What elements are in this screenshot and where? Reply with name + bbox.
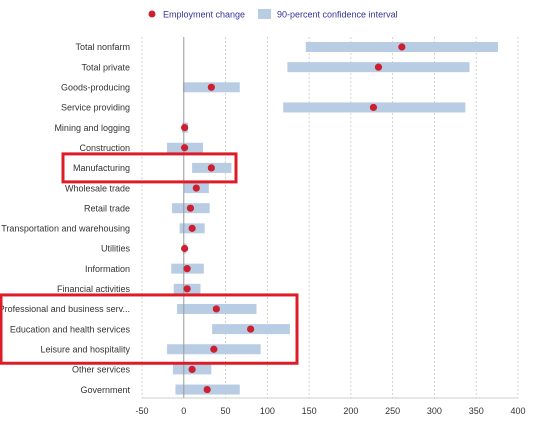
legend-interval-icon: [258, 9, 271, 19]
x-tick-label: 100: [260, 406, 275, 416]
point-transportation-and-warehousing: [188, 224, 196, 232]
point-professional-and-business-serv: [212, 305, 220, 313]
category-label-manufacturing: Manufacturing: [73, 163, 130, 173]
highlight-boxes: [0, 152, 299, 365]
point-service-providing: [369, 103, 378, 112]
highlight-box: [0, 293, 299, 365]
point-goods-producing: [207, 83, 215, 91]
category-label-service-providing: Service providing: [61, 103, 130, 113]
category-labels: Total nonfarm Total private Goods-producin…: [0, 42, 130, 395]
point-manufacturing: [207, 164, 215, 172]
category-label-total-nonfarm: Total nonfarm: [75, 42, 130, 52]
category-label-transportation-and-warehousing: Transportation and warehousing: [1, 224, 130, 234]
point-leisure-and-hospitality: [210, 345, 218, 353]
employment-change-points: [181, 43, 406, 394]
legend: Employment change 90-percent confidence …: [148, 9, 398, 20]
point-other-services: [188, 365, 196, 373]
x-tick-label: 150: [302, 406, 317, 416]
category-label-construction: Construction: [79, 143, 130, 153]
category-label-leisure-and-hospitality: Leisure and hospitality: [40, 344, 130, 354]
x-axis: -50 0 50 100 150 200 250 300 350 400: [135, 397, 526, 416]
category-label-education-and-health-services: Education and health services: [10, 324, 131, 334]
point-utilities: [181, 244, 189, 253]
category-label-professional-and-business-serv: Professional and business serv...: [0, 304, 130, 314]
point-education-and-health-services: [247, 325, 255, 333]
category-label-wholesale-trade: Wholesale trade: [65, 183, 130, 193]
legend-point-label: Employment change: [163, 10, 245, 20]
confidence-intervals: [167, 42, 498, 395]
point-wholesale-trade: [192, 184, 200, 192]
x-tick-label: 50: [221, 406, 231, 416]
x-tick-label: 250: [385, 406, 400, 416]
x-tick-label: 0: [181, 406, 186, 416]
point-financial-activities: [183, 285, 191, 293]
point-government: [203, 385, 211, 394]
x-tick-label: 200: [343, 406, 358, 416]
x-tick-label: -50: [135, 406, 148, 416]
point-construction: [181, 144, 189, 152]
x-tick-label: 400: [510, 406, 525, 416]
point-information: [183, 265, 191, 273]
point-retail-trade: [186, 204, 195, 212]
category-label-goods-producing: Goods-producing: [61, 83, 130, 93]
x-tick-label: 300: [427, 406, 442, 416]
point-total-private: [374, 63, 383, 71]
point-total-nonfarm: [398, 43, 406, 51]
category-label-utilities: Utilities: [101, 244, 131, 254]
category-label-government: Government: [80, 385, 130, 395]
legend-point-icon: [148, 10, 156, 18]
highlight-box: [61, 152, 238, 184]
category-label-total-private: Total private: [81, 62, 130, 72]
x-tick-label: 350: [469, 406, 484, 416]
category-label-information: Information: [85, 264, 130, 274]
legend-interval-label: 90-percent confidence interval: [277, 10, 398, 20]
category-label-financial-activities: Financial activities: [57, 284, 131, 294]
point-mining-and-logging: [181, 124, 189, 132]
category-label-other-services: Other services: [72, 365, 131, 375]
category-label-mining-and-logging: Mining and logging: [54, 123, 130, 133]
gridlines: [141, 37, 519, 398]
category-label-retail-trade: Retail trade: [84, 203, 130, 213]
